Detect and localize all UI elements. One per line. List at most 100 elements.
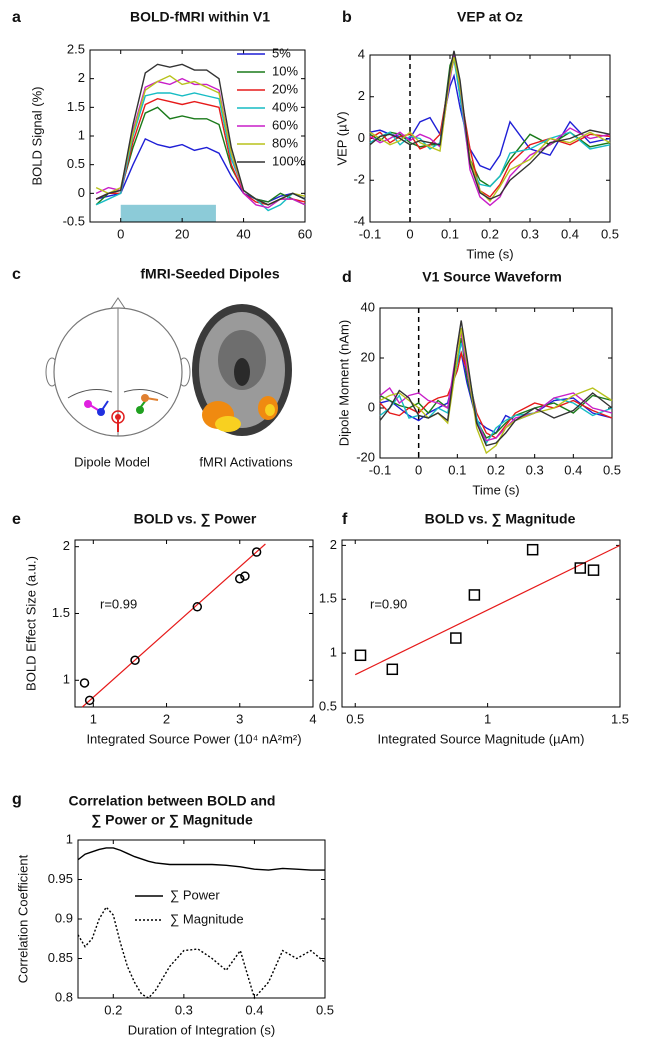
point bbox=[574, 562, 587, 574]
point bbox=[79, 678, 90, 688]
legend-label: ∑ Magnitude bbox=[170, 911, 244, 926]
x-tick-label: 1 bbox=[484, 711, 491, 726]
y-tick-label: 0 bbox=[358, 130, 365, 145]
y-tick-label: 0.85 bbox=[48, 950, 73, 965]
point bbox=[468, 589, 481, 601]
x-tick-label: 0 bbox=[415, 462, 422, 477]
y-tick-label: 0.9 bbox=[55, 910, 73, 925]
x-tick-label: 1 bbox=[90, 711, 97, 726]
series-line bbox=[379, 350, 613, 434]
y-tick-label: 0.8 bbox=[55, 989, 73, 1004]
caption: fMRI Activations bbox=[199, 454, 293, 469]
y-tick-label: 2.5 bbox=[67, 41, 85, 56]
chart-title: BOLD vs. ∑ Power bbox=[134, 511, 257, 528]
point bbox=[130, 655, 140, 665]
y-tick-label: 1 bbox=[66, 831, 73, 846]
legend-label: 20% bbox=[272, 81, 298, 96]
panel-label: d bbox=[342, 269, 352, 286]
series-line bbox=[369, 56, 611, 203]
plot-frame bbox=[341, 539, 621, 708]
x-tick-label: 0 bbox=[117, 226, 124, 241]
head-nose bbox=[109, 297, 127, 311]
x-axis-label: Time (s) bbox=[472, 482, 519, 497]
x-tick-label: -0.1 bbox=[359, 226, 381, 241]
legend-label: 100% bbox=[272, 153, 306, 168]
point bbox=[450, 632, 462, 644]
x-tick-label: 0.4 bbox=[245, 1002, 263, 1017]
series-line bbox=[369, 59, 611, 198]
x-axis-label: Integrated Source Power (10⁴ nA²m²) bbox=[86, 731, 301, 746]
x-tick-label: -0.1 bbox=[369, 462, 391, 477]
chart-title: fMRI-Seeded Dipoles bbox=[140, 266, 279, 282]
chart-title: V1 Source Waveform bbox=[422, 269, 562, 285]
x-tick-label: 0.1 bbox=[448, 462, 466, 477]
y-tick-label: 1.5 bbox=[52, 605, 70, 620]
series-line bbox=[77, 905, 326, 1000]
legend-label: 10% bbox=[272, 63, 298, 78]
x-tick-label: 3 bbox=[236, 711, 243, 726]
point bbox=[354, 649, 367, 662]
fit-line bbox=[81, 543, 266, 708]
y-axis-label: BOLD Signal (%) bbox=[29, 87, 44, 186]
series-line bbox=[379, 332, 613, 442]
series-line bbox=[379, 342, 613, 445]
x-axis-label: Duration of Integration (s) bbox=[128, 1022, 275, 1037]
x-tick-label: 0.3 bbox=[521, 226, 539, 241]
series-line bbox=[95, 92, 306, 212]
y-tick-label: -20 bbox=[356, 449, 375, 464]
y-tick-label: 1 bbox=[63, 672, 70, 687]
panel-label: e bbox=[12, 511, 21, 528]
plot-frame bbox=[74, 539, 314, 708]
x-axis-label: Integrated Source Magnitude (µAm) bbox=[378, 731, 585, 746]
series-line bbox=[95, 106, 306, 206]
series-line bbox=[369, 54, 611, 207]
point bbox=[240, 571, 250, 581]
x-tick-label: 0 bbox=[406, 226, 413, 241]
y-tick-label: -4 bbox=[353, 213, 365, 228]
point bbox=[84, 695, 95, 706]
chart-title: VEP at Oz bbox=[457, 9, 523, 25]
y-tick-label: 0 bbox=[78, 185, 85, 200]
x-tick-label: 0.2 bbox=[481, 226, 499, 241]
x-tick-label: 0.5 bbox=[346, 711, 364, 726]
y-axis-label: VEP (µV) bbox=[334, 111, 349, 165]
chart-title: ∑ Power or ∑ Magnitude bbox=[91, 812, 253, 829]
chart-title: BOLD vs. ∑ Magnitude bbox=[425, 511, 576, 528]
y-tick-label: 0.95 bbox=[48, 871, 73, 886]
dipole bbox=[101, 400, 109, 411]
x-tick-label: 40 bbox=[236, 226, 250, 241]
dipole bbox=[115, 414, 121, 420]
activation bbox=[265, 404, 275, 416]
y-tick-label: 2 bbox=[330, 537, 337, 552]
x-tick-label: 0.1 bbox=[441, 226, 459, 241]
y-tick-label: 2 bbox=[63, 538, 70, 553]
x-tick-label: 60 bbox=[298, 226, 312, 241]
activation bbox=[215, 416, 241, 432]
x-tick-label: 0.2 bbox=[487, 462, 505, 477]
x-axis-label: Time (s) bbox=[466, 246, 513, 261]
series-line bbox=[369, 58, 611, 188]
brain-ventricle bbox=[234, 358, 250, 386]
dipole bbox=[136, 406, 144, 414]
point bbox=[526, 543, 539, 556]
x-tick-label: 20 bbox=[175, 226, 189, 241]
x-tick-label: 0.5 bbox=[601, 226, 619, 241]
y-axis-label: BOLD Effect Size (a.u.) bbox=[23, 556, 38, 691]
panel-label: f bbox=[342, 511, 348, 528]
x-tick-label: 0.2 bbox=[104, 1002, 122, 1017]
y-axis-label: Dipole Moment (nAm) bbox=[336, 320, 351, 446]
x-tick-label: 0.3 bbox=[526, 462, 544, 477]
chart-title: Correlation between BOLD and bbox=[69, 793, 276, 809]
point bbox=[587, 564, 600, 576]
y-tick-label: 4 bbox=[358, 46, 365, 61]
y-tick-label: -2 bbox=[353, 172, 365, 187]
y-tick-label: 0 bbox=[368, 399, 375, 414]
series-line bbox=[95, 63, 306, 206]
panel-label: b bbox=[342, 9, 352, 26]
point bbox=[386, 663, 399, 676]
series-line bbox=[379, 320, 613, 447]
y-tick-label: 1 bbox=[78, 127, 85, 142]
x-tick-label: 0.5 bbox=[603, 462, 621, 477]
caption: Dipole Model bbox=[74, 454, 150, 469]
series-line bbox=[77, 847, 325, 871]
